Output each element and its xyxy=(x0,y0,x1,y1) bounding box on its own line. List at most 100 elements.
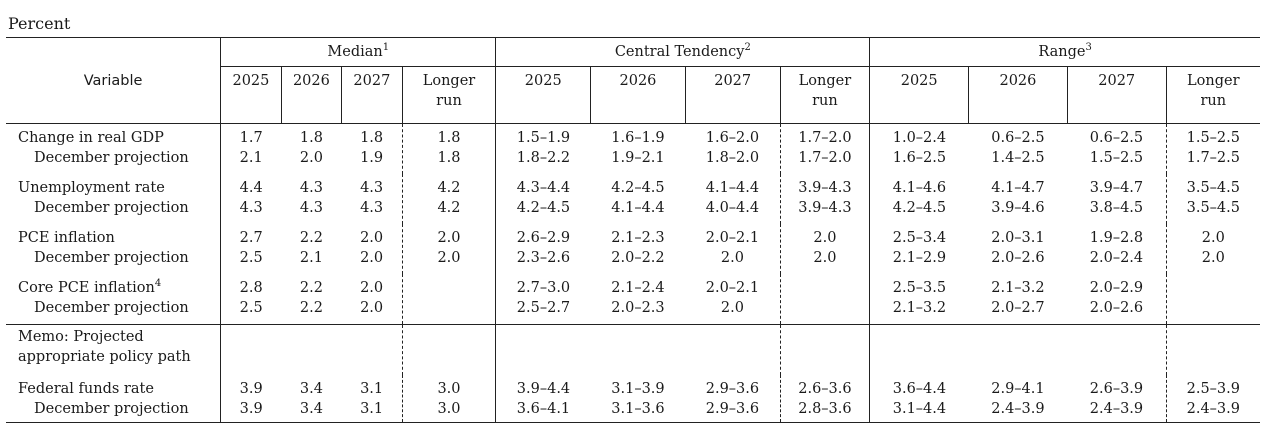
memo-empty-cell xyxy=(401,324,496,375)
central-tendency-cell: 2.1–2.3 2.0–2.2 xyxy=(611,230,665,266)
year-header-row: 2025 2026 2027 Longer run 2025 2026 2027 … xyxy=(6,66,1260,124)
central-tendency-cell: 4.2–4.5 4.1–4.4 xyxy=(611,180,665,216)
median-cell: 2.8 2.5 xyxy=(220,274,282,325)
central-tendency-cell: 2.0–2.1 2.0 xyxy=(705,280,760,316)
variable-label: Core PCE inflation4 December projection xyxy=(18,278,189,317)
memo-empty-cell xyxy=(590,324,686,375)
range-cell: 4.1–4.6 4.2–4.5 xyxy=(869,174,969,224)
central-tendency-cell: 3.9–4.3 3.9–4.3 xyxy=(779,174,870,224)
central-tendency-cell: 3.9–4.4 3.6–4.1 xyxy=(495,375,591,423)
median-header: Median1 xyxy=(220,37,496,67)
central-tendency-cell: 2.6–2.9 2.3–2.6 xyxy=(495,224,591,274)
year-header: 2027 xyxy=(341,66,403,124)
memo-empty-cell xyxy=(1165,324,1260,375)
memo-empty-cell xyxy=(968,324,1068,375)
year-header: 2026 xyxy=(968,66,1068,124)
variable-header: Variable xyxy=(6,37,221,124)
table-row: Change in real GDP December projection 1.7… xyxy=(6,123,1260,174)
range-cell: 2.5–3.5 2.1–3.2 xyxy=(869,274,969,325)
central-tendency-cell: 4.3–4.4 4.2–4.5 xyxy=(495,174,591,224)
median-cell: 1.8 1.9 xyxy=(360,130,384,166)
range-cell: 2.1–3.2 2.0–2.7 xyxy=(991,280,1045,316)
range-cell: 2.9–4.1 2.4–3.9 xyxy=(968,375,1068,423)
median-cell: 2.2 2.1 xyxy=(299,230,323,266)
median-cell: 3.4 3.4 xyxy=(281,375,342,423)
central-tendency-cell: 1.6–2.0 1.8–2.0 xyxy=(705,130,760,166)
table-row: PCE inflation December projection 2.7 2.5 2.… xyxy=(6,224,1260,274)
median-cell: 2.2 2.2 xyxy=(299,280,323,316)
range-cell: 2.5–3.9 2.4–3.9 xyxy=(1165,375,1260,423)
variable-label: PCE inflation December projection xyxy=(18,230,189,266)
range-cell: 2.6–3.9 2.4–3.9 xyxy=(1067,375,1167,423)
range-cell: 3.6–4.4 3.1–4.4 xyxy=(869,375,969,423)
range-cell: 3.9–4.7 3.8–4.5 xyxy=(1089,180,1144,216)
memo-empty-cell xyxy=(220,324,282,375)
memo-empty-cell xyxy=(1067,324,1167,375)
central-tendency-cell: 4.1–4.4 4.0–4.4 xyxy=(705,180,760,216)
year-header: 2025 xyxy=(495,66,591,124)
year-header: 2025 xyxy=(220,66,282,124)
table-row: Core PCE inflation4 December projection 2.… xyxy=(6,274,1260,325)
longer-run-header: Longer run xyxy=(401,66,496,124)
range-cell xyxy=(1165,274,1260,325)
year-header: 2026 xyxy=(590,66,686,124)
central-tendency-cell xyxy=(779,274,870,325)
median-cell: 2.0 2.0 xyxy=(360,280,384,316)
median-cell: 2.0 2.0 xyxy=(401,224,496,274)
central-tendency-cell: 1.7–2.0 1.7–2.0 xyxy=(779,123,870,174)
median-cell: 4.3 4.3 xyxy=(299,180,323,216)
range-cell: 1.0–2.4 1.6–2.5 xyxy=(869,123,969,174)
year-header: 2027 xyxy=(684,66,781,124)
range-cell: 1.5–2.5 1.7–2.5 xyxy=(1165,123,1260,174)
median-cell xyxy=(401,274,496,325)
longer-run-header: Longer run xyxy=(1165,66,1260,124)
memo-empty-cell xyxy=(685,324,781,375)
year-header: 2026 xyxy=(280,66,342,124)
range-cell: 4.1–4.7 3.9–4.6 xyxy=(991,180,1045,216)
central-tendency-cell: 2.9–3.6 2.9–3.6 xyxy=(685,375,781,423)
central-tendency-header: Central Tendency2 xyxy=(495,37,870,67)
variable-label: Unemployment rate December projection xyxy=(18,180,189,216)
central-tendency-cell: 2.0–2.1 2.0 xyxy=(705,230,760,266)
range-cell: 1.9–2.8 2.0–2.4 xyxy=(1089,230,1144,266)
median-cell: 3.0 3.0 xyxy=(401,375,496,423)
median-cell: 3.1 3.1 xyxy=(341,375,403,423)
year-header: 2027 xyxy=(1066,66,1167,124)
projections-table: Variable Median1 Central Tendency2 Range… xyxy=(6,37,1260,423)
central-tendency-cell: 2.1–2.4 2.0–2.3 xyxy=(611,280,665,316)
variable-label: Change in real GDP December projection xyxy=(18,130,189,166)
range-cell: 2.0–2.9 2.0–2.6 xyxy=(1089,280,1144,316)
range-cell: 2.0 2.0 xyxy=(1165,224,1260,274)
central-tendency-cell: 2.6–3.6 2.8–3.6 xyxy=(779,375,870,423)
range-cell: 3.5–4.5 3.5–4.5 xyxy=(1165,174,1260,224)
median-cell: 4.4 4.3 xyxy=(220,174,282,224)
median-cell: 2.7 2.5 xyxy=(220,224,282,274)
range-cell: 0.6–2.5 1.4–2.5 xyxy=(991,130,1045,166)
central-tendency-cell: 1.6–1.9 1.9–2.1 xyxy=(611,130,665,166)
memo-empty-cell xyxy=(869,324,969,375)
table-row: Federal funds rate December projection 3.9… xyxy=(6,375,1260,423)
memo-empty-cell xyxy=(341,324,403,375)
central-tendency-cell: 3.1–3.9 3.1–3.6 xyxy=(590,375,686,423)
range-cell: 0.6–2.5 1.5–2.5 xyxy=(1089,130,1144,166)
central-tendency-cell: 2.7–3.0 2.5–2.7 xyxy=(495,274,591,325)
median-cell: 2.0 2.0 xyxy=(360,230,384,266)
memo-empty-cell xyxy=(495,324,591,375)
median-cell: 3.9 3.9 xyxy=(220,375,282,423)
memo-empty-cell xyxy=(281,324,342,375)
median-cell: 1.8 1.8 xyxy=(401,123,496,174)
year-header: 2025 xyxy=(869,66,969,124)
range-cell: 2.5–3.4 2.1–2.9 xyxy=(869,224,969,274)
median-cell: 1.7 2.1 xyxy=(220,123,282,174)
range-header: Range3 xyxy=(869,37,1260,67)
longer-run-header: Longer run xyxy=(779,66,870,124)
median-cell: 4.2 4.2 xyxy=(401,174,496,224)
range-cell: 2.0–3.1 2.0–2.6 xyxy=(991,230,1045,266)
memo-empty-cell xyxy=(779,324,870,375)
memo-row: Memo: Projected appropriate policy path xyxy=(6,324,1260,375)
memo-label: Memo: Projected appropriate policy path xyxy=(6,324,221,375)
median-cell: 4.3 4.3 xyxy=(360,180,384,216)
table-row: Unemployment rate December projection 4.4 4… xyxy=(6,174,1260,224)
unit-label: Percent xyxy=(8,14,71,33)
central-tendency-cell: 1.5–1.9 1.8–2.2 xyxy=(495,123,591,174)
